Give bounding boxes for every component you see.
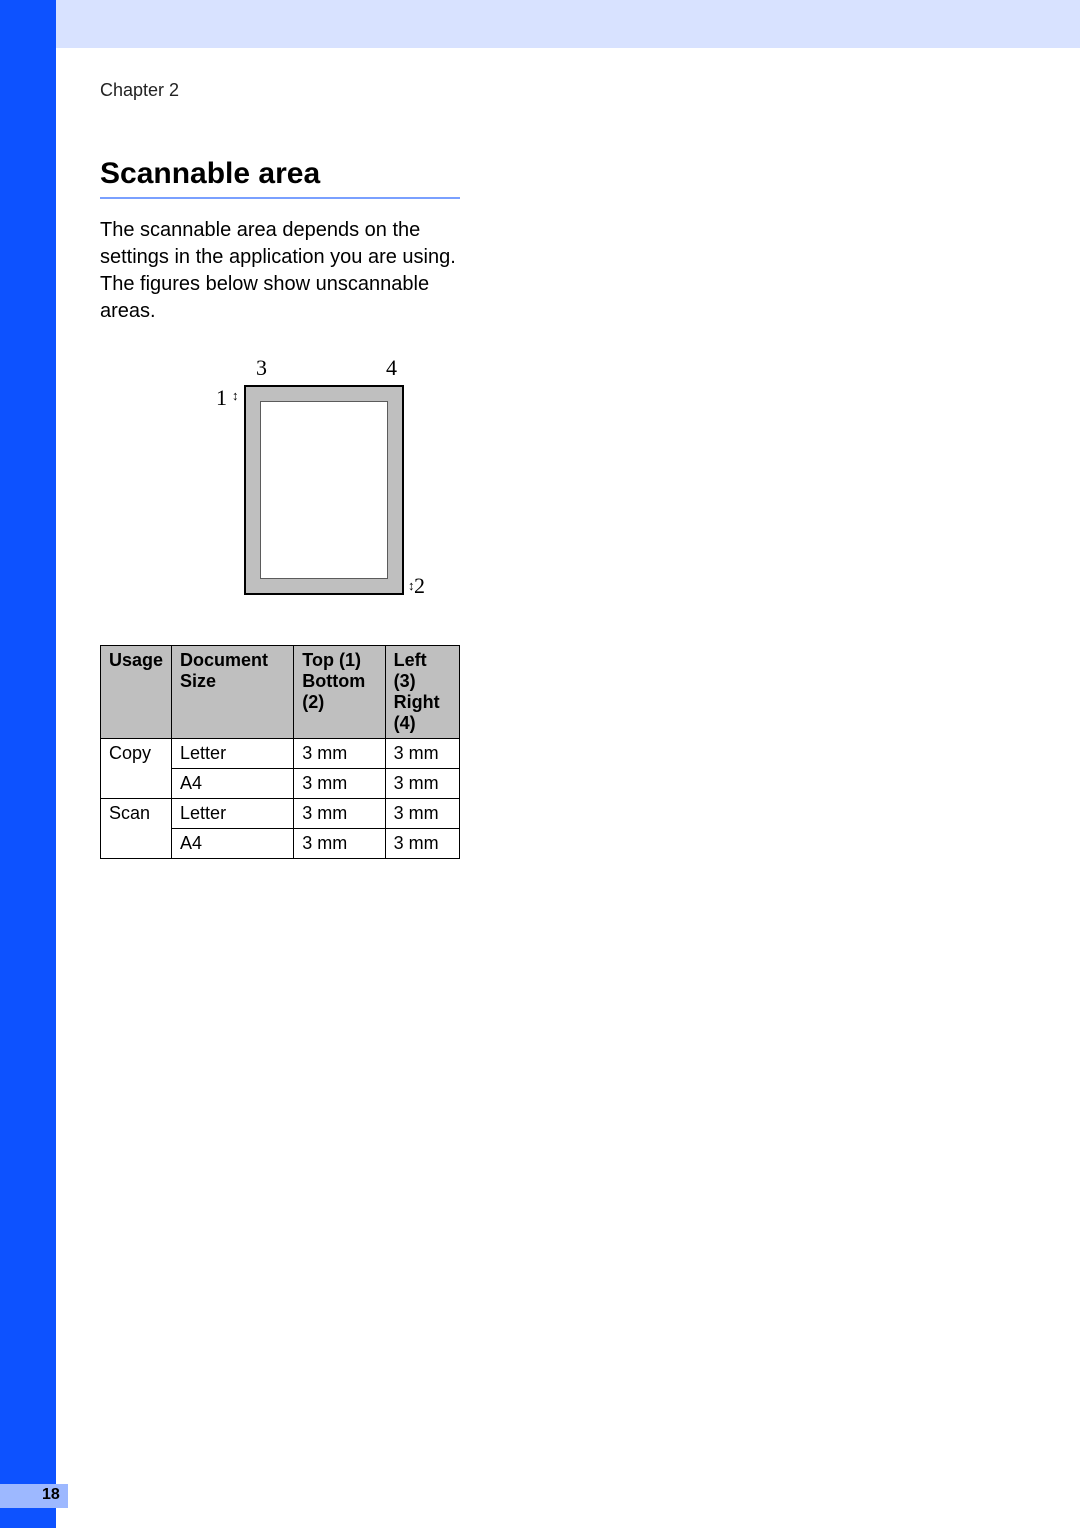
margins-table: Usage Document Size Top (1) Bottom (2) L… (100, 645, 460, 859)
cell-tb: 3 mm (294, 769, 385, 799)
page: Chapter 2 Scannable area The scannable a… (0, 0, 1080, 1528)
diagram-scannable-area (260, 401, 388, 579)
cell-size: A4 (172, 829, 294, 859)
cell-lr: 3 mm (385, 799, 459, 829)
col-usage: Usage (101, 646, 172, 739)
cell-lr: 3 mm (385, 829, 459, 859)
top-accent-band (56, 0, 1080, 48)
diagram-outer-rect (244, 385, 404, 595)
table-row: Copy Letter 3 mm 3 mm (101, 739, 460, 769)
left-accent-bar (0, 0, 56, 1528)
cell-lr: 3 mm (385, 769, 459, 799)
cell-tb: 3 mm (294, 829, 385, 859)
col-left: Left (3) (394, 650, 451, 692)
table-row: A4 3 mm 3 mm (101, 769, 460, 799)
cell-usage-cont (101, 769, 172, 799)
cell-lr: 3 mm (385, 739, 459, 769)
cell-usage: Copy (101, 739, 172, 769)
table-row: A4 3 mm 3 mm (101, 829, 460, 859)
col-bottom: Bottom (2) (302, 671, 376, 713)
col-right: Right (4) (394, 692, 451, 734)
content-area: Chapter 2 Scannable area The scannable a… (100, 80, 1000, 859)
intro-paragraph: The scannable area depends on the settin… (100, 217, 470, 325)
col-docsize: Document Size (172, 646, 294, 739)
cell-size: A4 (172, 769, 294, 799)
diagram-label-2: 2 (414, 573, 425, 599)
col-leftright: Left (3) Right (4) (385, 646, 459, 739)
page-number: 18 (42, 1486, 60, 1504)
cell-size: Letter (172, 799, 294, 829)
table-body: Copy Letter 3 mm 3 mm A4 3 mm 3 mm Scan … (101, 739, 460, 859)
cell-tb: 3 mm (294, 739, 385, 769)
table-header: Usage Document Size Top (1) Bottom (2) L… (101, 646, 460, 739)
cell-tb: 3 mm (294, 799, 385, 829)
table-row: Scan Letter 3 mm 3 mm (101, 799, 460, 829)
chapter-label: Chapter 2 (100, 80, 1000, 101)
col-topbottom: Top (1) Bottom (2) (294, 646, 385, 739)
col-top: Top (1) (302, 650, 376, 671)
cell-usage: Scan (101, 799, 172, 829)
diagram-label-1: 1 (216, 385, 227, 411)
cell-usage-cont (101, 829, 172, 859)
section-title: Scannable area (100, 157, 460, 199)
cell-size: Letter (172, 739, 294, 769)
range-arrow-icon: ↕ (232, 389, 239, 402)
margin-diagram: 3 4 1 ↔ ↔ ↕ ↕ 2 (156, 355, 516, 615)
